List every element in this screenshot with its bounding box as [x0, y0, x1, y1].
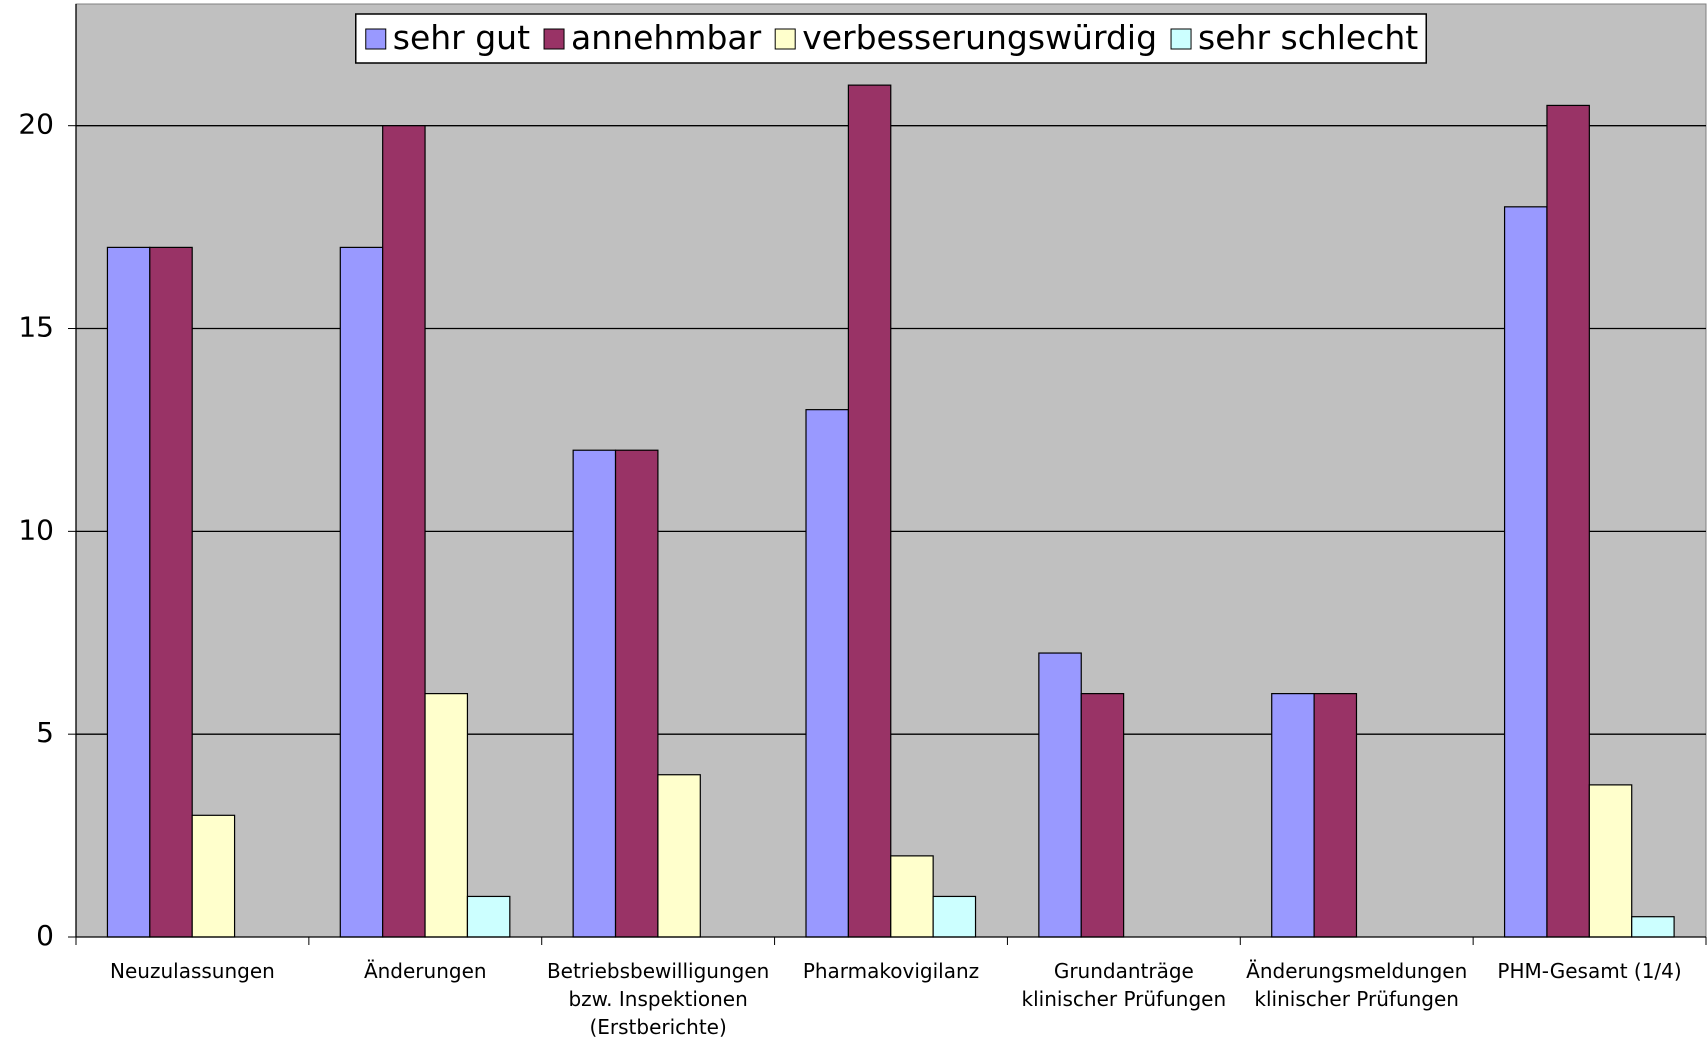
- bar: [1038, 652, 1082, 938]
- x-tick-label: Änderungsmeldungen klinischer Prüfungen: [1246, 959, 1468, 1011]
- bar: [657, 774, 701, 938]
- bar: [466, 895, 511, 938]
- bar: [805, 409, 849, 938]
- legend-swatch: [543, 28, 565, 50]
- y-tick-label: 20: [18, 108, 54, 141]
- bar: [847, 84, 892, 938]
- legend-label: verbesserungswürdig: [802, 18, 1157, 57]
- bar: [1313, 693, 1358, 938]
- y-tick-label: 15: [18, 311, 54, 344]
- bar: [1546, 104, 1590, 938]
- bar: [614, 449, 659, 938]
- bar: [1080, 693, 1125, 938]
- bar: [1631, 916, 1675, 938]
- y-tick-label: 0: [36, 919, 54, 952]
- legend-swatch: [774, 28, 796, 50]
- x-tick-label: Betriebsbewilligungen bzw. Inspektionen …: [546, 959, 770, 1039]
- bar: [106, 246, 151, 938]
- bar: [149, 246, 193, 938]
- bar: [890, 855, 934, 938]
- x-tick-label: Änderungen: [363, 959, 487, 983]
- bar: [1588, 784, 1633, 938]
- y-tick-label: 5: [36, 716, 54, 749]
- bar: [1503, 206, 1548, 938]
- bar: [339, 246, 384, 938]
- bar: [572, 449, 617, 938]
- bar: [1271, 693, 1315, 938]
- bar: [424, 693, 469, 938]
- legend-label: sehr schlecht: [1198, 18, 1418, 57]
- bar: [382, 125, 426, 938]
- x-tick-label: PHM-Gesamt (1/4): [1497, 959, 1682, 983]
- y-tick-label: 10: [18, 513, 54, 546]
- legend-swatch: [365, 28, 387, 50]
- legend: [355, 13, 1427, 64]
- legend-label: sehr gut: [393, 18, 530, 57]
- legend-swatch: [1170, 28, 1192, 50]
- bar: [932, 895, 977, 938]
- x-tick-label: Pharmakovigilanz: [802, 959, 980, 983]
- x-tick-label: Neuzulassungen: [110, 959, 275, 983]
- bar: [191, 814, 236, 938]
- x-tick-label: Grundanträge klinischer Prüfungen: [1021, 959, 1227, 1011]
- legend-label: annehmbar: [571, 18, 762, 57]
